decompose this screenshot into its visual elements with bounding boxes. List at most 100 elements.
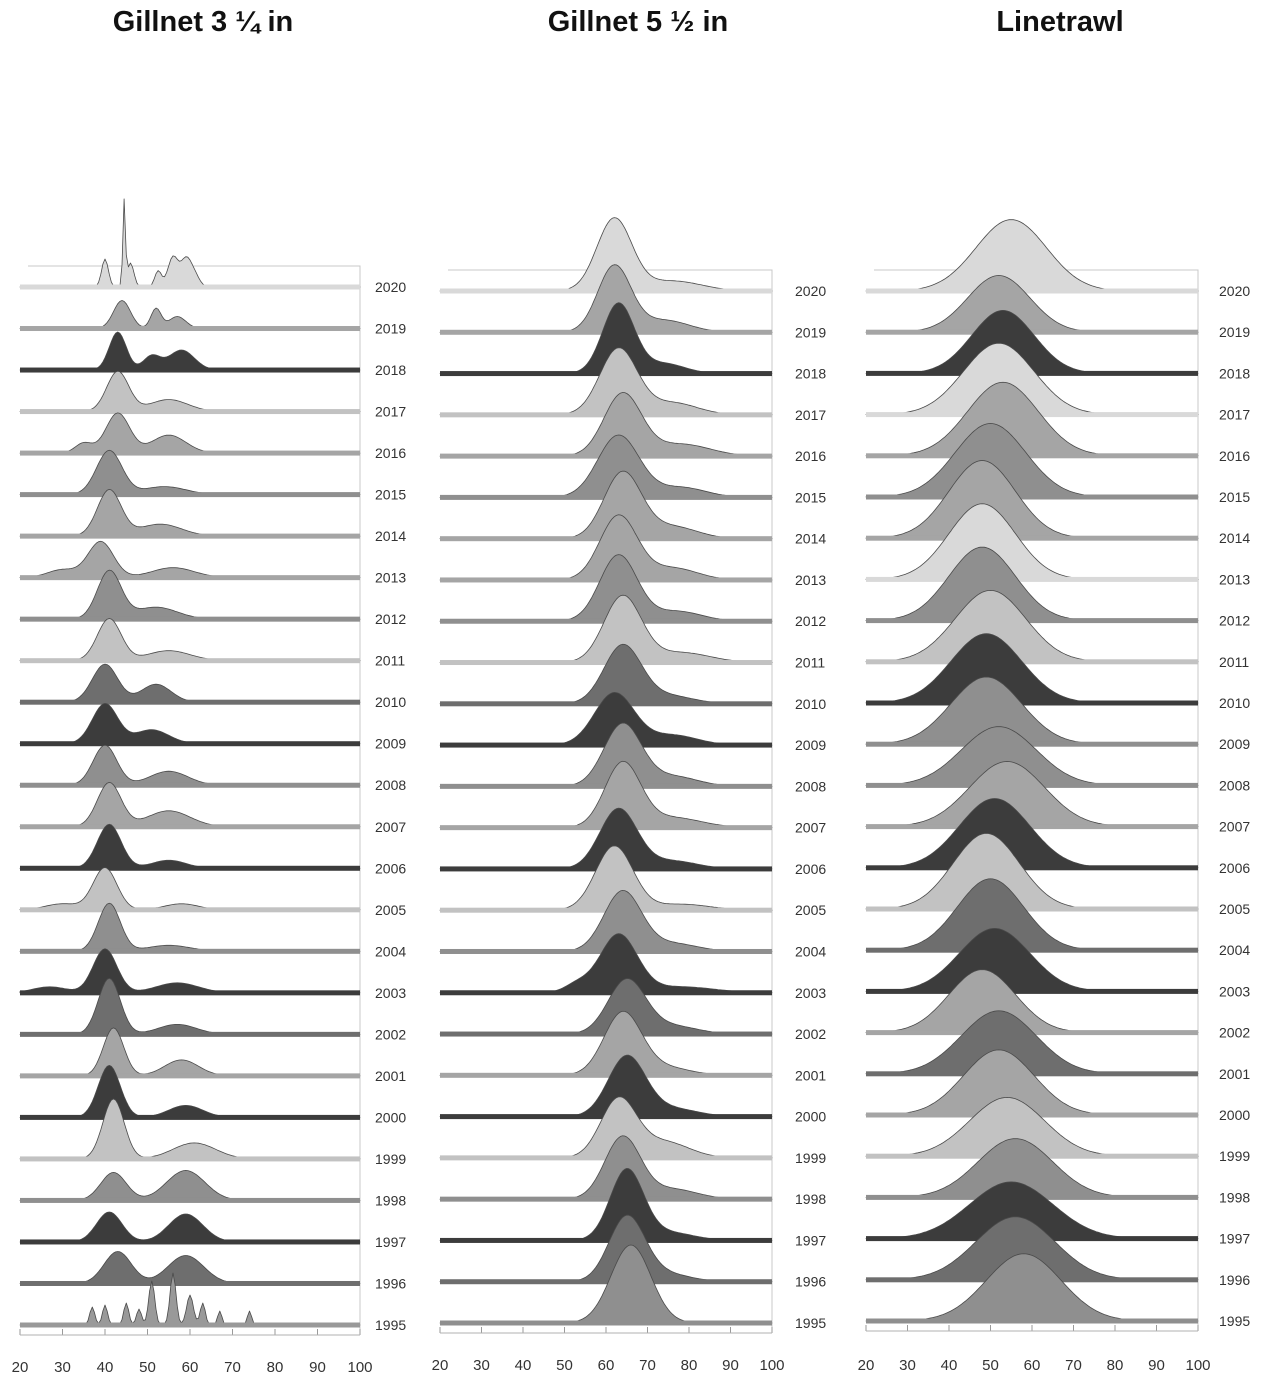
year-label-2016: 2016: [1219, 448, 1250, 464]
ridge-baseline-1997: [440, 1237, 772, 1243]
chart-panel-2: 1995 1996 1997 1998 1999 2000 2001 2002 2003 2004…: [432, 217, 826, 1374]
ridge-area-1997: [19, 1211, 361, 1243]
year-label-2015: 2015: [795, 489, 826, 505]
year-label-2004: 2004: [375, 943, 406, 959]
x-tick-label: 20: [12, 1359, 29, 1376]
year-label-2015: 2015: [375, 487, 406, 503]
year-label-2014: 2014: [795, 531, 826, 547]
x-tick-label: 30: [899, 1357, 916, 1374]
ridge-baseline-2016: [20, 450, 360, 456]
year-label-2000: 2000: [795, 1109, 826, 1125]
ridge-baseline-2003: [20, 990, 360, 996]
ridge-area-2005: [19, 867, 361, 911]
year-label-1996: 1996: [375, 1275, 406, 1291]
year-label-2013: 2013: [375, 570, 406, 586]
year-label-2001: 2001: [795, 1067, 826, 1083]
year-label-2020: 2020: [795, 283, 826, 299]
ridge-baseline-2019: [20, 326, 360, 332]
ridge-baseline-1996: [20, 1280, 360, 1286]
ridge-baseline-2011: [866, 659, 1198, 665]
ridge-baseline-2018: [20, 367, 360, 373]
year-label-2016: 2016: [795, 448, 826, 464]
year-label-2002: 2002: [375, 1026, 406, 1042]
panel-title-gillnet-3-quarter: Gillnet 3 ¼ in: [112, 6, 294, 38]
year-label-2014: 2014: [1219, 530, 1250, 546]
ridge-baseline-2005: [20, 907, 360, 913]
ridge-baseline-2002: [20, 1031, 360, 1037]
year-label-2008: 2008: [795, 778, 826, 794]
year-label-2005: 2005: [375, 902, 406, 918]
year-label-2017: 2017: [1219, 407, 1250, 423]
year-label-2000: 2000: [1219, 1107, 1250, 1123]
year-label-1998: 1998: [1219, 1189, 1250, 1205]
ridge-baseline-2006: [866, 865, 1198, 871]
ridge-baseline-2012: [20, 616, 360, 622]
year-label-2010: 2010: [375, 694, 406, 710]
year-label-2006: 2006: [795, 861, 826, 877]
ridge-baseline-2017: [20, 409, 360, 415]
year-label-2015: 2015: [1219, 489, 1250, 505]
x-tick-label: 100: [1185, 1357, 1210, 1374]
x-tick-label: 60: [1024, 1357, 1041, 1374]
year-label-2019: 2019: [1219, 324, 1250, 340]
ridge-area-1996: [19, 1251, 361, 1284]
ridge-area-2015: [19, 449, 361, 495]
year-label-2020: 2020: [375, 279, 406, 295]
panel-frame: [448, 269, 773, 1333]
year-label-2018: 2018: [795, 366, 826, 382]
x-tick-label: 30: [473, 1357, 490, 1374]
ridge-baseline-2007: [20, 824, 360, 830]
year-label-2020: 2020: [1219, 283, 1250, 299]
ridge-baseline-2001: [20, 1073, 360, 1079]
year-label-2005: 2005: [795, 902, 826, 918]
ridge-baseline-2020: [20, 284, 360, 290]
ridge-baseline-2007: [866, 824, 1198, 830]
year-label-2011: 2011: [375, 653, 405, 669]
year-label-1998: 1998: [375, 1192, 406, 1208]
year-label-1996: 1996: [795, 1274, 826, 1290]
year-label-2004: 2004: [1219, 942, 1250, 958]
year-label-2017: 2017: [375, 404, 406, 420]
x-tick-label: 40: [941, 1357, 958, 1374]
ridge-area-2011: [19, 618, 361, 662]
year-label-1995: 1995: [375, 1317, 406, 1333]
year-label-1997: 1997: [375, 1234, 406, 1250]
year-label-2016: 2016: [375, 445, 406, 461]
year-label-2003: 2003: [1219, 983, 1250, 999]
year-label-2007: 2007: [1219, 819, 1250, 835]
x-tick-label: 50: [982, 1357, 999, 1374]
year-label-1999: 1999: [795, 1150, 826, 1166]
ridge-baseline-1998: [440, 1196, 772, 1202]
ridge-area-2020: [865, 219, 1199, 292]
ridge-baseline-2011: [20, 658, 360, 664]
chart-panel-1: 1995 1996 1997 1998 1999 2000 2001 2002 2003 2004…: [12, 198, 406, 1376]
ridge-area-1995: [865, 1253, 1199, 1322]
ridge-baseline-1996: [440, 1279, 772, 1285]
year-label-2011: 2011: [795, 655, 825, 671]
year-label-2007: 2007: [375, 819, 406, 835]
year-label-1997: 1997: [795, 1232, 826, 1248]
year-label-2004: 2004: [795, 943, 826, 959]
year-label-2013: 2013: [795, 572, 826, 588]
ridge-area-2020: [19, 198, 361, 288]
year-label-2008: 2008: [1219, 777, 1250, 793]
x-tick-label: 70: [639, 1357, 656, 1374]
ridge-area-2019: [19, 300, 361, 329]
x-tick-label: 80: [681, 1357, 698, 1374]
ridge-baseline-2003: [866, 988, 1198, 994]
ridge-baseline-2001: [440, 1072, 772, 1078]
year-label-2001: 2001: [375, 1068, 406, 1084]
ridge-baseline-2003: [440, 990, 772, 996]
ridge-baseline-1995: [440, 1320, 772, 1326]
ridge-area-1998: [19, 1170, 361, 1201]
ridge-area-2018: [19, 331, 361, 371]
year-label-2019: 2019: [795, 324, 826, 340]
year-label-2018: 2018: [1219, 365, 1250, 381]
year-label-1995: 1995: [795, 1315, 826, 1331]
ridge-area-2013: [19, 540, 361, 578]
x-tick-label: 40: [97, 1359, 114, 1376]
x-tick-label: 60: [182, 1359, 199, 1376]
x-tick-label: 60: [598, 1357, 615, 1374]
year-label-2007: 2007: [795, 820, 826, 836]
ridge-area-2009: [439, 692, 773, 746]
